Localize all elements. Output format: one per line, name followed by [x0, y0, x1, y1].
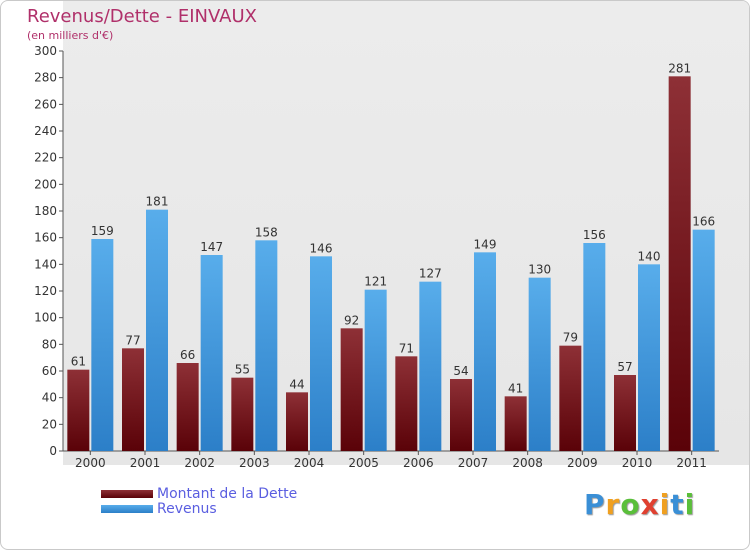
debt-value-label: 44 [289, 377, 304, 391]
x-tick-label: 2001 [130, 456, 161, 470]
debt-value-label: 66 [180, 348, 195, 362]
revenue-bar [364, 289, 387, 451]
y-tick-label: 40 [42, 391, 57, 405]
revenue-value-label: 146 [310, 241, 333, 255]
debt-value-label: 77 [125, 333, 140, 347]
revenue-value-label: 147 [200, 240, 223, 254]
revenue-bar [255, 240, 278, 451]
logo-letter: x [640, 488, 660, 521]
proxiti-logo: Proxiti [584, 488, 695, 521]
revenue-bar [583, 243, 606, 451]
logo-letter: r [605, 488, 621, 521]
debt-bar [614, 375, 636, 451]
legend-label-debt: Montant de la Dette [157, 486, 298, 502]
revenue-bar [146, 209, 168, 451]
revenue-bar [692, 229, 715, 451]
y-tick-label: 200 [34, 177, 57, 191]
debt-bar [122, 348, 144, 451]
axes: 0 20 40 60 80 100 120 140 160 180 200 220 240 260 280 3… [34, 44, 719, 470]
x-tick-label: 2005 [348, 456, 379, 470]
debt-value-label: 281 [668, 61, 691, 75]
y-tick-label: 280 [34, 71, 57, 85]
y-tick-label: 180 [34, 204, 57, 218]
x-tick-label: 2008 [512, 456, 543, 470]
revenue-value-label: 158 [255, 225, 278, 239]
y-tick-label: 260 [34, 97, 57, 111]
debt-bar [340, 328, 363, 451]
debt-bar [450, 379, 472, 451]
revenue-value-label: 166 [692, 215, 715, 229]
debt-value-label: 41 [508, 381, 523, 395]
x-tick-label: 2003 [239, 456, 270, 470]
logo-letter: P [584, 488, 606, 521]
data-labels: 61 159 77 181 66 147 55 158 44 146 92 121 71 127 54 149… [71, 61, 715, 395]
y-tick-label: 240 [34, 124, 57, 138]
chart-title: Revenus/Dette - EINVAUX [27, 6, 257, 27]
revenue-bar [638, 264, 660, 451]
debt-value-label: 92 [344, 313, 359, 327]
debt-bar [67, 369, 90, 451]
revenue-bar [200, 255, 223, 451]
revenue-value-label: 159 [91, 224, 114, 238]
debt-bar [176, 363, 199, 451]
debt-bar [668, 76, 691, 451]
logo-letter: i [684, 488, 696, 521]
chart-subtitle: (en milliers d'€) [27, 29, 114, 42]
revenue-value-label: 181 [146, 195, 169, 209]
debt-value-label: 57 [617, 360, 632, 374]
logo-letter: i [659, 488, 671, 521]
revenue-bar [528, 277, 551, 451]
revenue-value-label: 121 [364, 275, 387, 289]
y-tick-label: 140 [34, 257, 57, 271]
debt-bar [231, 377, 254, 451]
x-tick-label: 2009 [567, 456, 598, 470]
logo-letter: o [620, 488, 641, 521]
debt-value-label: 79 [563, 331, 578, 345]
revenue-value-label: 130 [528, 263, 551, 277]
x-tick-label: 2011 [676, 456, 707, 470]
debt-value-label: 54 [453, 364, 468, 378]
x-tick-label: 2002 [184, 456, 215, 470]
y-tick-label: 0 [49, 444, 57, 458]
revenue-bar [91, 239, 114, 451]
y-tick-label: 120 [34, 284, 57, 298]
x-tick-label: 2010 [622, 456, 653, 470]
y-tick-label: 220 [34, 151, 57, 165]
revenue-bar [474, 252, 496, 451]
revenue-value-label: 127 [419, 267, 442, 281]
debt-bar [559, 345, 582, 451]
y-tick-label: 160 [34, 231, 57, 245]
y-tick-label: 300 [34, 44, 57, 58]
y-tick-label: 100 [34, 311, 57, 325]
x-tick-label: 2007 [458, 456, 489, 470]
x-tick-label: 2004 [294, 456, 325, 470]
y-tick-label: 20 [42, 417, 57, 431]
revenue-bar [310, 256, 332, 451]
debt-value-label: 71 [399, 341, 414, 355]
revenue-value-label: 156 [583, 228, 606, 242]
debt-value-label: 61 [71, 355, 86, 369]
debt-bar [286, 392, 308, 451]
x-tick-label: 2000 [75, 456, 106, 470]
revenue-value-label: 149 [474, 237, 497, 251]
y-tick-label: 60 [42, 364, 57, 378]
revenue-bar [419, 281, 442, 451]
legend-label-revenue: Revenus [157, 501, 217, 517]
debt-bar [395, 356, 418, 451]
logo-letter: t [670, 488, 685, 521]
revenue-value-label: 140 [638, 249, 661, 263]
legend-swatch-debt [101, 490, 153, 498]
x-tick-label: 2006 [403, 456, 434, 470]
debt-value-label: 55 [235, 363, 250, 377]
legend-swatch-revenue [101, 505, 153, 513]
bars [67, 76, 715, 451]
debt-bar [504, 396, 527, 451]
y-tick-label: 80 [42, 337, 57, 351]
